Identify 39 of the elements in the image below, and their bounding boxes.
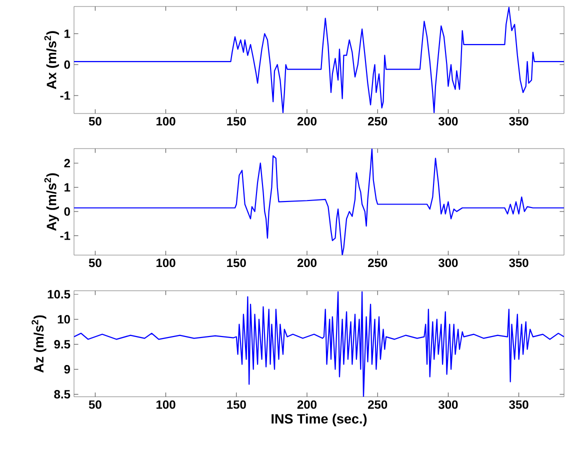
- x-tick-label: 100: [156, 117, 176, 126]
- y-tick-label: 9.5: [54, 340, 70, 349]
- y-tick-label: 1: [64, 30, 70, 38]
- x-tick-label: 200: [297, 258, 317, 268]
- x-tick-label: 200: [297, 400, 317, 409]
- x-tick-label: 150: [227, 400, 246, 409]
- y-tick-label: 0: [64, 60, 70, 69]
- x-tick-label: 100: [156, 400, 176, 409]
- x-tick-label: 50: [88, 117, 102, 126]
- y-tick-label: 10: [58, 315, 70, 324]
- y-tick-label: 10.5: [48, 290, 70, 299]
- x-tick-label: 250: [368, 400, 388, 409]
- x-tick-label: 300: [438, 117, 458, 126]
- y-axis-title: Ax (m/s$^{2}$): [44, 31, 59, 90]
- x-tick-label: 350: [509, 117, 528, 126]
- x-tick-label: 150: [227, 258, 246, 268]
- y-tick-label: 8.5: [54, 390, 70, 399]
- y-tick-label: -1: [60, 91, 70, 100]
- y-axis-title: Az (m/s$^{2}$): [32, 315, 46, 373]
- y-tick-label: 9: [64, 365, 70, 374]
- y-axis-title: Ay (m/s$^{2}$): [44, 173, 59, 231]
- x-tick-label: 150: [227, 117, 246, 126]
- line-series: [74, 148, 564, 256]
- x-axis-title: INS Time (sec.): [272, 414, 367, 426]
- x-tick-label: 300: [438, 258, 458, 268]
- x-tick-label: 300: [438, 400, 458, 409]
- x-tick-label: 200: [297, 117, 317, 126]
- line-series: [74, 291, 564, 397]
- y-tick-label: 1: [64, 183, 70, 192]
- x-tick-label: 50: [88, 400, 102, 409]
- x-tick-label: 100: [156, 258, 176, 268]
- x-tick-label: 250: [368, 258, 388, 268]
- x-tick-label: 250: [368, 117, 388, 126]
- x-tick-label: 50: [88, 258, 102, 268]
- y-tick-label: -1: [60, 232, 70, 240]
- y-tick-label: 0: [64, 207, 70, 216]
- y-tick-label: 2: [64, 158, 70, 168]
- x-tick-label: 350: [509, 258, 528, 268]
- x-tick-label: 350: [509, 400, 528, 409]
